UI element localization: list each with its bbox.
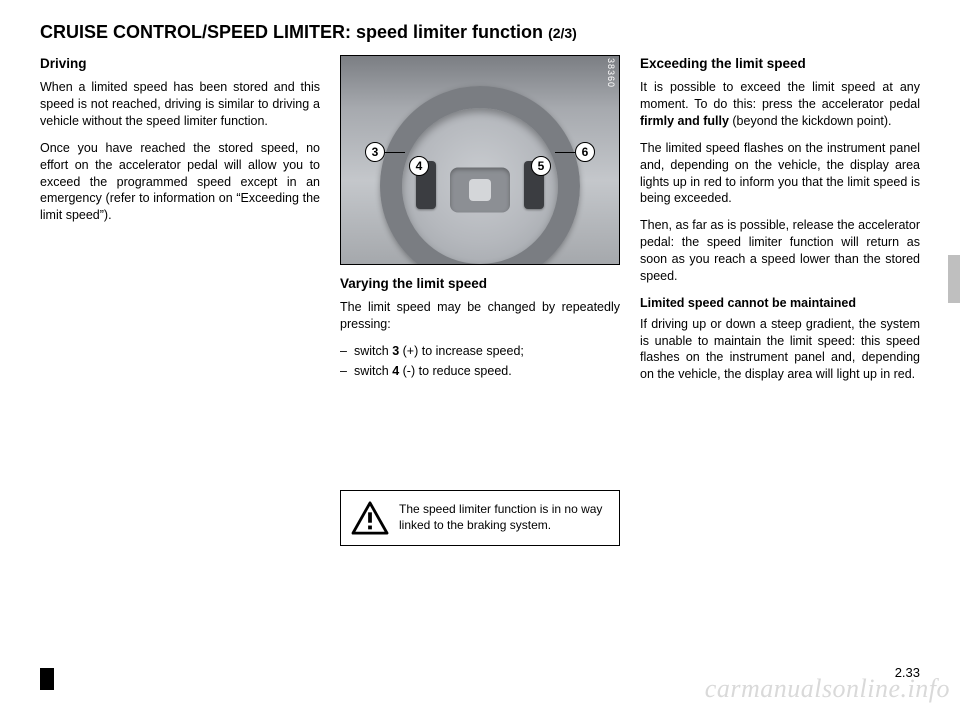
page-title: CRUISE CONTROL/SPEED LIMITER: speed limi… [40, 22, 920, 43]
exceeding-p1-pre: It is possible to exceed the limit speed… [640, 80, 920, 111]
varying-list: switch 3 (+) to increase speed; switch 4… [340, 343, 620, 380]
varying-item-1: switch 3 (+) to increase speed; [340, 343, 620, 360]
varying-intro: The limit speed may be changed by repeat… [340, 299, 620, 333]
callout-line-4 [417, 156, 418, 157]
exceeding-p1-post: (beyond the kickdown point). [729, 114, 892, 128]
varying-item-1-post: (+) to increase speed; [399, 344, 524, 358]
wheel-badge [469, 179, 491, 201]
warning-box: The speed limiter function is in no way … [340, 490, 620, 546]
footer-mark [40, 668, 54, 690]
heading-exceeding: Exceeding the limit speed [640, 55, 920, 73]
steering-wheel-figure: 38360 3 4 5 6 [340, 55, 620, 265]
title-suffix: (2/3) [548, 25, 577, 41]
varying-item-2: switch 4 (-) to reduce speed. [340, 363, 620, 380]
callout-6: 6 [575, 142, 595, 162]
exceeding-p4: If driving up or down a steep gradient, … [640, 316, 920, 384]
callout-4: 4 [409, 156, 429, 176]
heading-driving: Driving [40, 55, 320, 73]
varying-item-1-pre: switch [354, 344, 392, 358]
callout-line-3 [385, 152, 405, 153]
warning-text: The speed limiter function is in no way … [399, 502, 609, 533]
callout-5: 5 [531, 156, 551, 176]
exceeding-p1: It is possible to exceed the limit speed… [640, 79, 920, 130]
heading-varying: Varying the limit speed [340, 275, 620, 293]
driving-p1: When a limited speed has been stored and… [40, 79, 320, 130]
page-number: 2.33 [895, 665, 920, 680]
exceeding-p1-bold: firmly and fully [640, 114, 729, 128]
exceeding-p2: The limited speed flashes on the instrum… [640, 140, 920, 208]
driving-p2: Once you have reached the stored speed, … [40, 140, 320, 224]
column-driving: Driving When a limited speed has been st… [40, 55, 320, 546]
callout-line-6 [555, 152, 575, 153]
side-tab [948, 255, 960, 303]
steering-wheel [380, 86, 580, 265]
callout-3: 3 [365, 142, 385, 162]
varying-item-2-pre: switch [354, 364, 392, 378]
title-main: CRUISE CONTROL/SPEED LIMITER: speed limi… [40, 22, 543, 42]
varying-item-2-post: (-) to reduce speed. [399, 364, 512, 378]
subhead-cannot-maintain: Limited speed cannot be maintained [640, 295, 920, 312]
exceeding-p3: Then, as far as is possible, release the… [640, 217, 920, 285]
warning-icon [351, 501, 389, 535]
image-id: 38360 [605, 58, 617, 88]
column-varying: 38360 3 4 5 6 Varying the limit speed Th… [340, 55, 620, 546]
column-exceeding: Exceeding the limit speed It is possible… [640, 55, 920, 546]
